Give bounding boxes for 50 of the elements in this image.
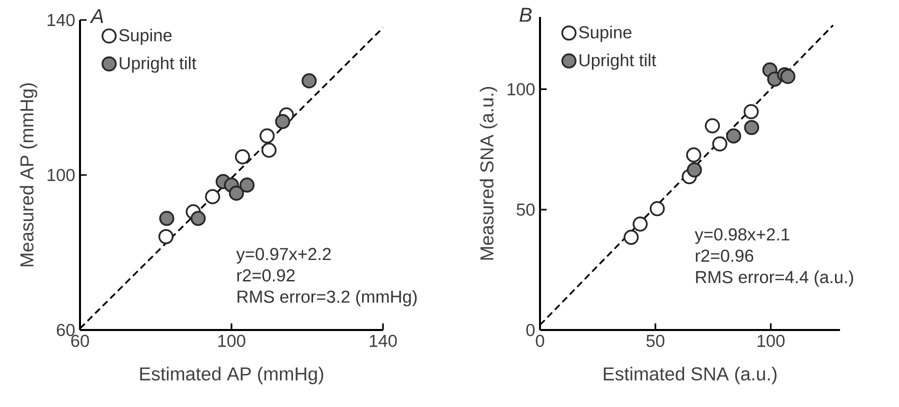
legend-label: Supine	[579, 26, 632, 42]
annotation: r2=0.96	[696, 250, 754, 262]
legend-label: Supine	[119, 28, 172, 45]
point	[260, 128, 275, 144]
legend-label: Upright tilt	[120, 56, 196, 73]
point	[275, 114, 290, 130]
annotation: y=0.97x+2.2	[236, 248, 331, 264]
chart-title: B	[520, 8, 532, 22]
point	[686, 162, 702, 178]
point	[686, 147, 702, 162]
x-tick-label: 100	[758, 334, 785, 347]
y-tick-label: 50	[516, 203, 535, 216]
point	[650, 201, 665, 216]
point	[712, 136, 728, 152]
x-tick-label: 50	[646, 334, 664, 347]
point	[632, 216, 648, 232]
point	[239, 178, 255, 193]
y-tick-label: 60	[56, 324, 75, 336]
chart-title: A	[90, 9, 104, 23]
point	[228, 186, 244, 201]
x-tick-label: 100	[218, 334, 246, 347]
point	[704, 118, 720, 134]
point	[624, 230, 639, 245]
x-tick-label: 140	[370, 334, 397, 347]
point	[158, 229, 174, 244]
point	[234, 149, 250, 164]
y-tick-label: 140	[48, 14, 75, 26]
x-axis-title: Estimated AP (mmHg)	[140, 366, 324, 384]
point	[302, 73, 317, 88]
annotation: RMS error=4.4 (a.u.)	[696, 270, 854, 287]
y-axis-title: Measured AP (mmHg)	[20, 83, 38, 266]
point	[726, 128, 742, 144]
point	[205, 189, 220, 204]
point	[261, 142, 277, 158]
x-axis-title: Estimated SNA (a.u.)	[604, 366, 776, 384]
point	[159, 210, 174, 226]
point	[744, 104, 759, 120]
point	[744, 120, 760, 136]
y-tick-label: 0	[526, 324, 535, 336]
annotation: RMS error=3.2 (mmHg)	[238, 290, 417, 306]
x-tick-label: 60	[71, 334, 89, 347]
y-tick-label: 100	[508, 83, 535, 96]
legend-label: Upright tilt	[580, 54, 656, 70]
x-tick-label: 0	[536, 334, 544, 347]
point	[780, 68, 796, 84]
y-axis-title: Measured SNA (a.u.)	[480, 87, 498, 260]
annotation: y=0.98x+2.1	[694, 228, 790, 244]
annotation: r2=0.92	[237, 269, 295, 282]
point	[190, 210, 206, 226]
y-tick-label: 100	[48, 168, 75, 182]
